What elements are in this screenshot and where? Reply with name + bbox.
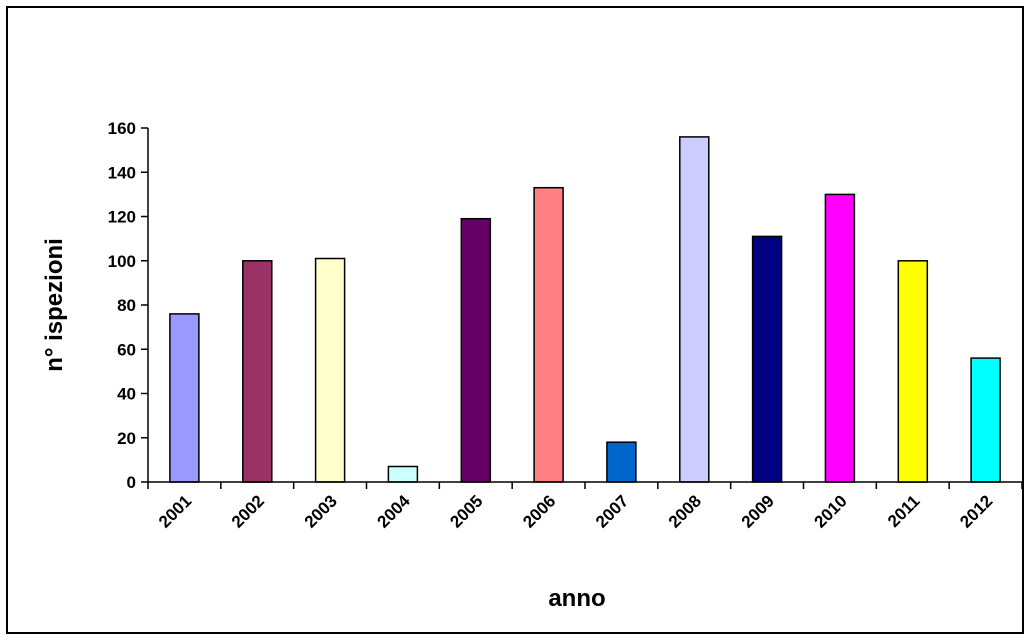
y-tick-labels: 0 20 40 60 80 100 120 140 160: [108, 119, 136, 492]
x-tick-label-2008: 2008: [665, 491, 705, 531]
y-tick-label: 60: [117, 340, 136, 359]
x-tick-labels: 2001 2002 2003 2004 2005 2006 2007 2008 2009 2010…: [155, 491, 996, 532]
bar-2007: [606, 441, 637, 483]
y-tick-label: 160: [108, 119, 136, 138]
x-tick-label-2005: 2005: [446, 491, 486, 531]
chart-frame: 0 20 40 60 80 100 120 140 160 2001 2002 2003 2004 20…: [6, 6, 1024, 634]
y-tick-label: 20: [117, 429, 136, 448]
y-tick-label: 100: [108, 252, 136, 271]
x-tick-label-2001: 2001: [155, 491, 195, 531]
bar-2011: [897, 260, 929, 483]
bar-2001: [169, 313, 200, 483]
x-tick-label-2011: 2011: [884, 491, 924, 531]
y-tick-label: 40: [117, 385, 136, 404]
x-tick-label-2010: 2010: [811, 491, 851, 531]
bars-layer: [169, 136, 1001, 483]
bar-2006: [533, 186, 564, 483]
bar-2008: [679, 136, 710, 483]
bar-2005: [460, 217, 492, 483]
x-tick-label-2004: 2004: [374, 491, 415, 532]
bar-2003: [314, 257, 346, 483]
bar-2002: [242, 260, 273, 483]
axes-layer: [141, 127, 1022, 489]
x-tick-label-2007: 2007: [592, 491, 632, 531]
bar-2004: [387, 465, 419, 483]
bar-2009: [751, 235, 783, 483]
y-tick-label: 120: [108, 208, 136, 227]
x-tick-label-2012: 2012: [956, 491, 996, 531]
y-tick-label: 140: [108, 163, 136, 182]
y-axis-title: n° ispezioni: [41, 238, 68, 372]
y-tick-label: 0: [127, 473, 136, 492]
x-axis-title: anno: [548, 585, 605, 612]
x-tick-label-2006: 2006: [519, 491, 559, 531]
x-tick-label-2009: 2009: [738, 491, 778, 531]
x-tick-label-2002: 2002: [228, 491, 268, 531]
y-tick-label: 80: [117, 296, 136, 315]
x-tick-label-2003: 2003: [301, 491, 341, 531]
bar-2010: [824, 193, 856, 483]
bar-2012: [970, 357, 1001, 483]
